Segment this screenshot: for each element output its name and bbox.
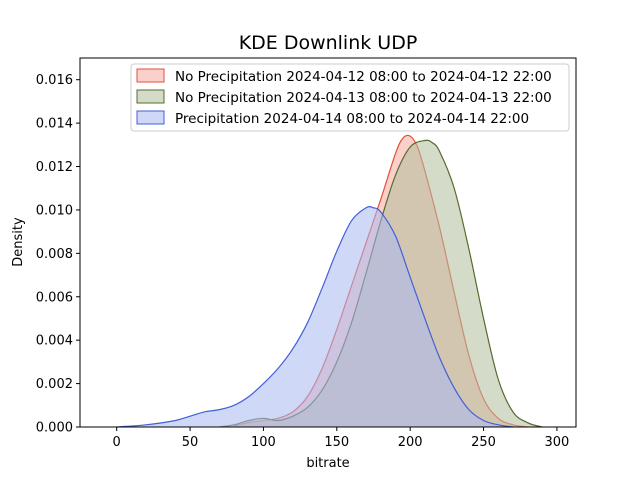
x-tick-label: 100 [251,435,276,450]
x-tick-label: 300 [545,435,570,450]
legend: No Precipitation 2024-04-12 08:00 to 202… [130,63,570,132]
y-tick-label: 0.002 [36,377,73,392]
y-tick-label: 0.006 [36,290,73,305]
legend-box [130,63,570,132]
x-axis: 0 50 100 150 200 250 300 [113,427,570,450]
legend-swatch-2 [136,89,165,104]
x-tick-label: 50 [182,435,199,450]
x-tick-label: 200 [398,435,423,450]
legend-label-2: No Precipitation 2024-04-13 08:00 to 202… [175,90,552,106]
x-tick-label: 150 [324,435,349,450]
x-tick-label: 0 [113,435,121,450]
y-tick-label: 0.008 [36,247,73,262]
y-tick-label: 0.012 [36,160,73,175]
y-axis: 0.000 0.002 0.004 0.006 0.008 0.010 0.012 0.014… [36,73,80,436]
x-axis-label: bitrate [306,456,349,471]
legend-label-3: Precipitation 2024-04-14 08:00 to 2024-0… [175,111,529,127]
x-tick-label: 250 [471,435,496,450]
series-3-area [116,206,513,427]
y-tick-label: 0.014 [36,117,73,132]
legend-swatch-1 [136,68,165,83]
series-3-line [116,206,513,428]
y-tick-label: 0.000 [36,421,73,436]
chart-title: KDE Downlink UDP [239,32,418,54]
y-tick-label: 0.004 [36,334,73,349]
legend-label-1: No Precipitation 2024-04-12 08:00 to 202… [175,69,552,85]
series-layer [116,134,543,428]
legend-swatch-3 [136,110,165,125]
y-tick-label: 0.010 [36,203,73,218]
y-axis-label: Density [11,217,26,267]
y-tick-label: 0.016 [36,73,73,88]
plot-frame [79,57,577,428]
